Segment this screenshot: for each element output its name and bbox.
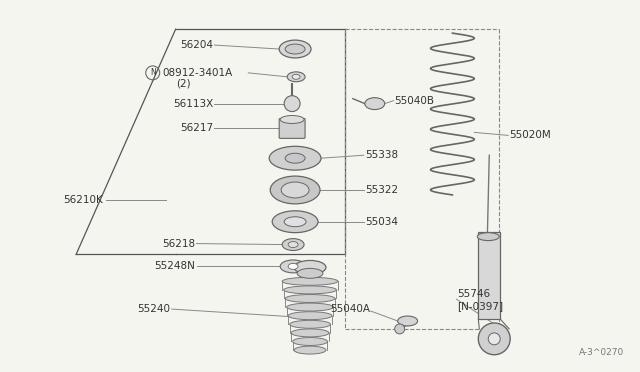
Text: 56113X: 56113X — [173, 99, 214, 109]
Ellipse shape — [292, 337, 328, 346]
Ellipse shape — [272, 211, 318, 232]
Ellipse shape — [288, 241, 298, 247]
Ellipse shape — [365, 98, 385, 110]
Ellipse shape — [279, 40, 311, 58]
Text: A-3^0270: A-3^0270 — [579, 348, 623, 357]
Circle shape — [488, 333, 500, 345]
Ellipse shape — [285, 153, 305, 163]
Ellipse shape — [292, 74, 300, 79]
Text: 55020M: 55020M — [509, 130, 551, 140]
Ellipse shape — [287, 72, 305, 82]
Ellipse shape — [280, 260, 306, 273]
Text: 56218: 56218 — [163, 238, 196, 248]
Text: 56210K: 56210K — [63, 195, 103, 205]
Text: [N-0397]: [N-0397] — [458, 301, 504, 311]
Ellipse shape — [284, 217, 306, 227]
Ellipse shape — [397, 316, 417, 326]
Text: N: N — [150, 68, 156, 77]
Ellipse shape — [294, 260, 326, 274]
Text: 55034: 55034 — [365, 217, 398, 227]
Ellipse shape — [290, 320, 330, 328]
Text: 56204: 56204 — [180, 40, 214, 50]
Ellipse shape — [288, 312, 332, 320]
Ellipse shape — [284, 286, 337, 294]
Text: 55322: 55322 — [365, 185, 398, 195]
Ellipse shape — [288, 263, 298, 269]
Ellipse shape — [285, 44, 305, 54]
Ellipse shape — [477, 232, 499, 241]
Ellipse shape — [281, 182, 309, 198]
Ellipse shape — [282, 277, 338, 285]
Text: 56217: 56217 — [180, 124, 214, 134]
Ellipse shape — [297, 268, 323, 278]
Circle shape — [284, 96, 300, 112]
Ellipse shape — [269, 146, 321, 170]
FancyBboxPatch shape — [478, 232, 500, 319]
Ellipse shape — [285, 295, 335, 302]
Ellipse shape — [282, 238, 304, 250]
Text: 55338: 55338 — [365, 150, 398, 160]
Circle shape — [478, 323, 510, 355]
Text: (2): (2) — [175, 79, 190, 89]
Text: 55040B: 55040B — [395, 96, 435, 106]
Circle shape — [395, 324, 404, 334]
Text: 55248N: 55248N — [155, 262, 196, 272]
Text: 55240: 55240 — [138, 304, 171, 314]
Ellipse shape — [280, 116, 304, 124]
Ellipse shape — [294, 346, 326, 354]
Ellipse shape — [287, 303, 333, 311]
Text: 55040A: 55040A — [330, 304, 370, 314]
Ellipse shape — [270, 176, 320, 204]
Text: 08912-3401A: 08912-3401A — [163, 68, 233, 78]
Text: 55746: 55746 — [458, 289, 490, 299]
FancyBboxPatch shape — [279, 119, 305, 138]
Ellipse shape — [291, 329, 329, 337]
